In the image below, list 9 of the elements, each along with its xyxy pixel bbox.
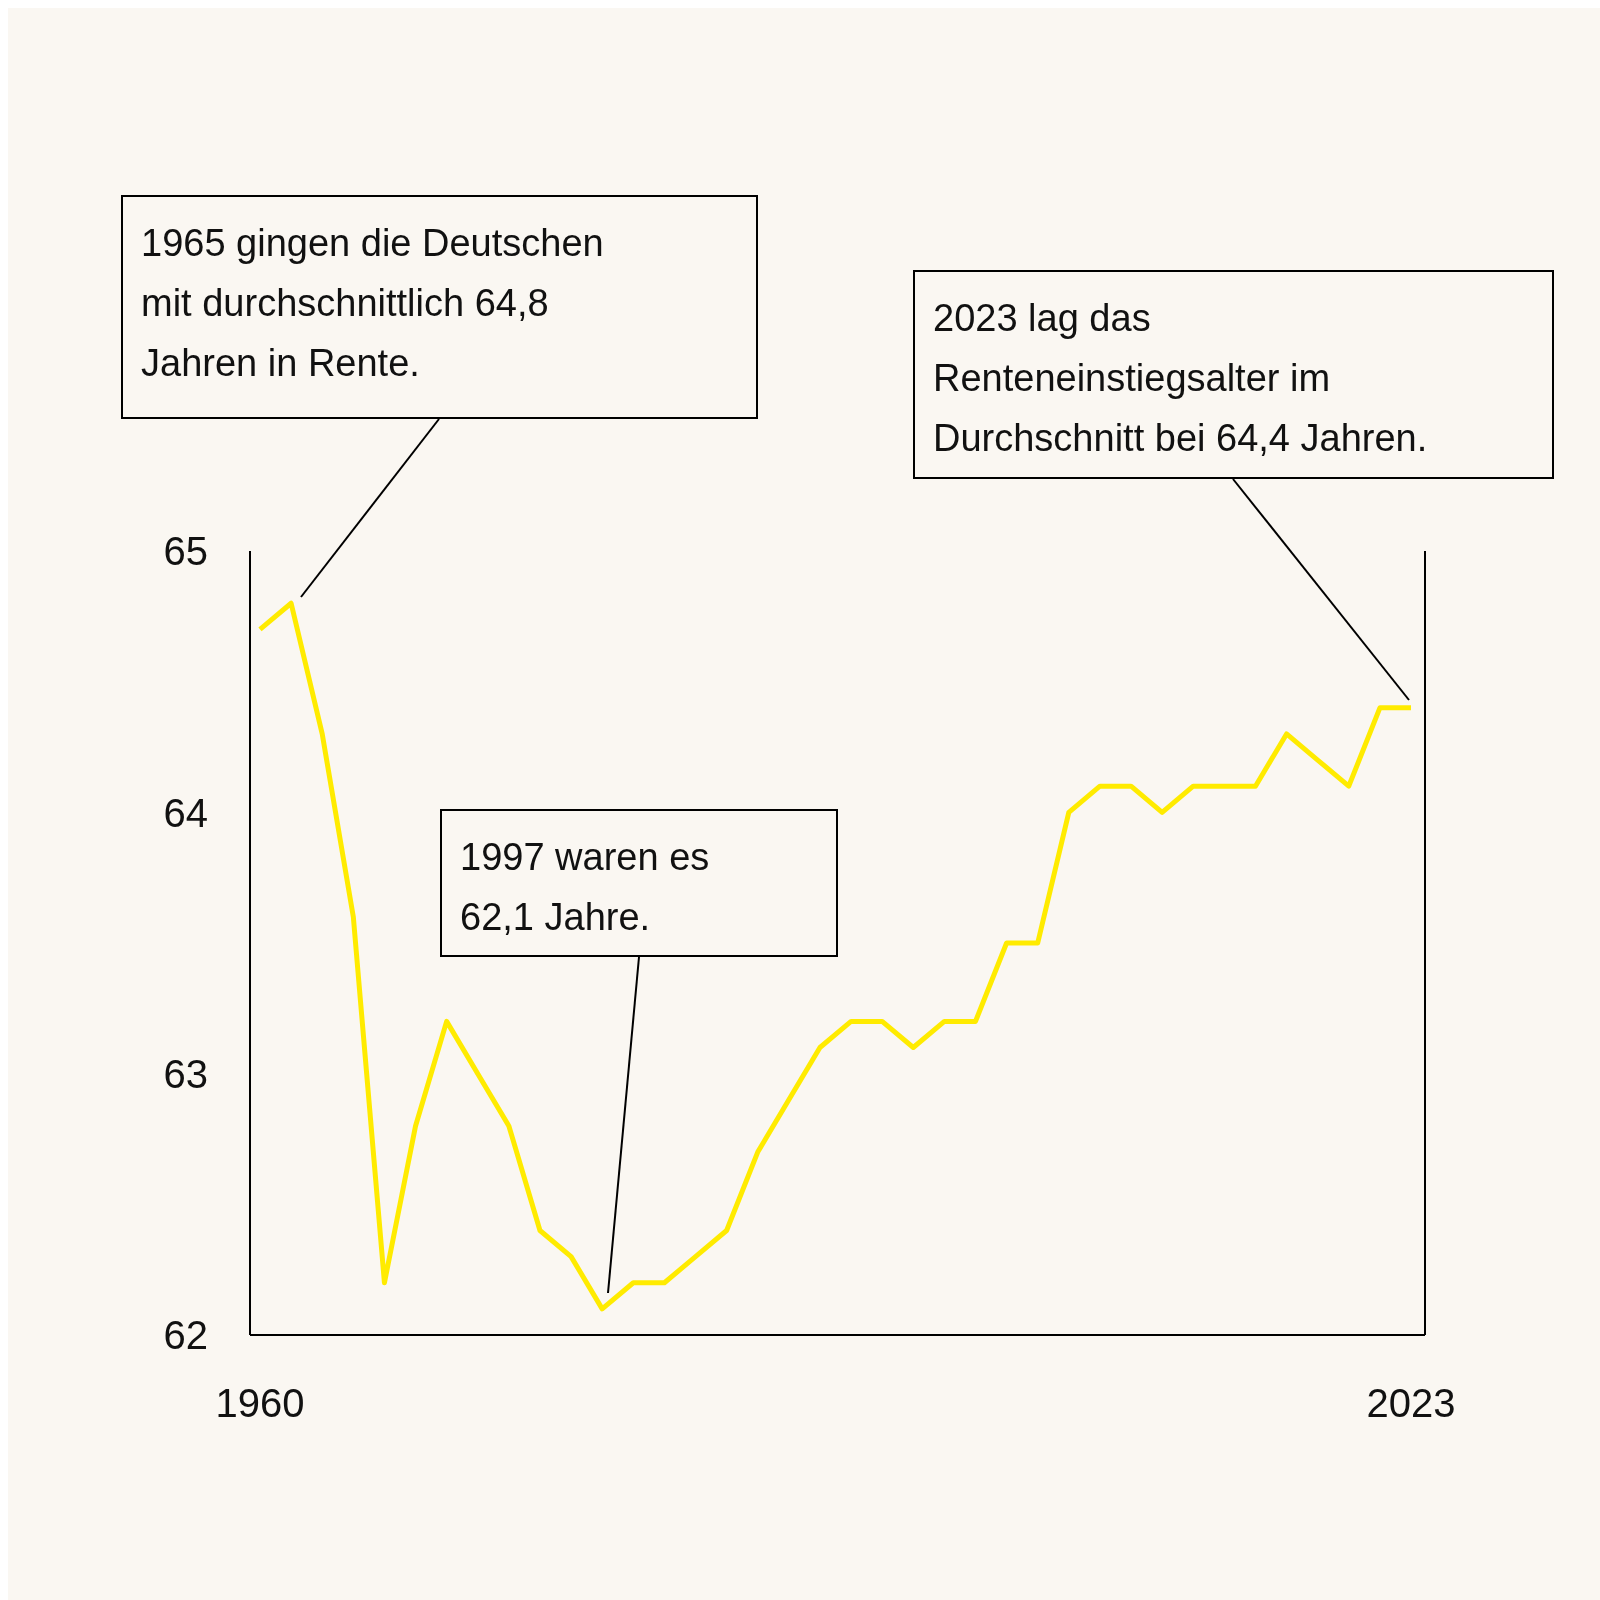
text: 2023 lag das Renteneinstiegsalter im Durchschnitt bei 64,4 Jahren. xyxy=(913,270,1554,479)
x-tick-label: 1960 xyxy=(215,1381,305,1426)
y-tick-label: 63 xyxy=(163,1051,208,1096)
y-tick-label: 64 xyxy=(163,790,208,835)
x-tick-label: 2023 xyxy=(1366,1381,1456,1426)
annotation: 1997 waren es 62,1 Jahre. xyxy=(440,809,838,957)
text: 1965 gingen die Deutschen mit durchschnittlich 64,8 Jahren in Rente. xyxy=(121,195,758,419)
y-tick-label: 65 xyxy=(163,529,208,574)
y-tick-label: 62 xyxy=(163,1313,208,1358)
